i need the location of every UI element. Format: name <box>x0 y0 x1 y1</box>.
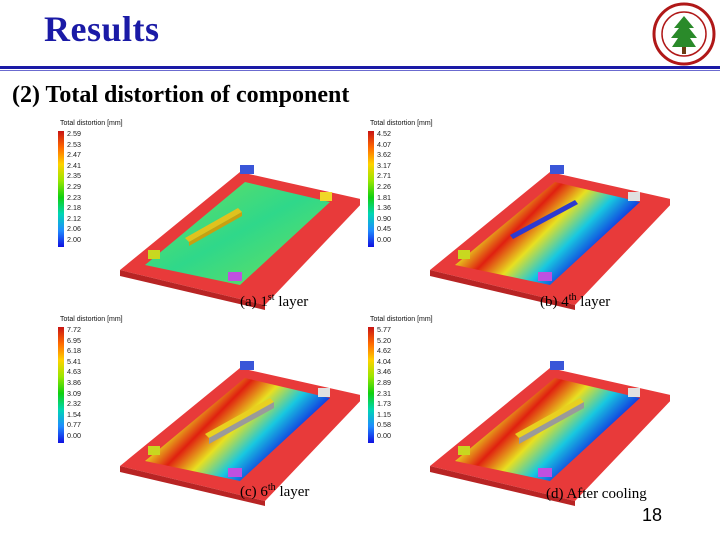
caption-text: (c) 6 <box>240 484 268 500</box>
legend-value: 5.20 <box>377 335 391 345</box>
color-legend: Total distortion [mm] 7.72 6.95 6.18 5.4… <box>56 316 136 446</box>
fem-plate-render-d <box>430 361 670 506</box>
legend-value: 4.07 <box>377 139 391 149</box>
legend-color-bar <box>58 131 64 247</box>
page-number: 18 <box>641 505 662 525</box>
legend-value: 2.00 <box>67 234 81 244</box>
legend-value: 2.47 <box>67 150 81 160</box>
legend-value: 2.32 <box>67 399 81 409</box>
legend-value: 2.89 <box>377 377 391 387</box>
legend-value: 2.53 <box>67 139 81 149</box>
legend-value: 1.15 <box>377 409 391 419</box>
legend-color-bar <box>368 131 374 247</box>
caption-superscript: th <box>568 292 577 303</box>
panel-caption: (b) 4th layer <box>540 292 610 311</box>
fem-plate-render-c <box>120 361 360 506</box>
legend-value: 2.29 <box>67 181 81 191</box>
legend-value: 0.00 <box>377 430 391 440</box>
legend-value: 0.00 <box>67 430 81 440</box>
title-divider <box>0 66 720 69</box>
caption-text: (d) After cooling <box>546 486 647 502</box>
legend-value: 1.54 <box>67 409 81 419</box>
legend-color-bar <box>368 327 374 443</box>
distortion-panel-a: Total distortion [mm] 2.59 2.53 2.47 2.4… <box>56 120 360 310</box>
caption-suffix: layer <box>274 294 309 310</box>
legend-title: Total distortion [mm] <box>60 316 123 323</box>
legend-value: 3.86 <box>67 377 81 387</box>
fem-plate-render-b <box>430 165 670 310</box>
caption-superscript: th <box>267 482 276 493</box>
distortion-panel-d: Total distortion [mm] 5.77 5.20 4.62 4.0… <box>366 316 670 506</box>
legend-value: 2.41 <box>67 160 81 170</box>
color-legend: Total distortion [mm] 5.77 5.20 4.62 4.0… <box>366 316 446 446</box>
legend-value: 1.81 <box>377 192 391 202</box>
legend-title: Total distortion [mm] <box>370 316 433 323</box>
caption-superscript: st <box>267 292 275 303</box>
legend-value: 4.62 <box>377 346 391 356</box>
legend-value: 2.06 <box>67 224 81 234</box>
caption-text: (b) 4 <box>540 294 569 310</box>
legend-value: 2.31 <box>377 388 391 398</box>
legend-value: 6.18 <box>67 346 81 356</box>
panel-caption: (d) After cooling <box>546 484 647 503</box>
legend-value: 4.04 <box>377 356 391 366</box>
legend-value: 2.59 <box>67 129 81 138</box>
legend-value: 3.17 <box>377 160 391 170</box>
legend-value: 3.46 <box>377 367 391 377</box>
caption-suffix: layer <box>576 294 611 310</box>
distortion-panel-c: Total distortion [mm] 7.72 6.95 6.18 5.4… <box>56 316 360 506</box>
legend-value: 0.90 <box>377 213 391 223</box>
color-legend: Total distortion [mm] 2.59 2.53 2.47 2.4… <box>56 120 136 250</box>
legend-value: 5.77 <box>377 325 391 334</box>
legend-value: 2.23 <box>67 192 81 202</box>
slide-title: Results <box>44 9 160 49</box>
legend-value: 2.35 <box>67 171 81 181</box>
legend-value: 4.63 <box>67 367 81 377</box>
legend-value: 2.71 <box>377 171 391 181</box>
section-subtitle: (2) Total distortion of component <box>12 82 350 108</box>
title-divider-thin <box>0 70 720 71</box>
panel-caption: (a) 1st layer <box>240 292 308 311</box>
legend-value: 1.36 <box>377 203 391 213</box>
legend-value: 0.58 <box>377 420 391 430</box>
legend-value: 6.95 <box>67 335 81 345</box>
legend-value: 7.72 <box>67 325 81 334</box>
university-seal-icon <box>652 2 716 66</box>
legend-value: 2.26 <box>377 181 391 191</box>
caption-suffix: layer <box>275 484 310 500</box>
legend-value: 3.09 <box>67 388 81 398</box>
legend-value: 1.73 <box>377 399 391 409</box>
panel-caption: (c) 6th layer <box>240 482 309 501</box>
distortion-panel-b: Total distortion [mm] 4.52 4.07 3.62 3.1… <box>366 120 670 310</box>
legend-value: 0.77 <box>67 420 81 430</box>
legend-title: Total distortion [mm] <box>60 120 123 127</box>
legend-value: 4.52 <box>377 129 391 138</box>
legend-title: Total distortion [mm] <box>370 120 433 127</box>
caption-text: (a) 1 <box>240 294 268 310</box>
fem-plate-render-a <box>120 165 360 310</box>
legend-value: 3.62 <box>377 150 391 160</box>
legend-value: 2.12 <box>67 213 81 223</box>
legend-value: 2.18 <box>67 203 81 213</box>
legend-value: 0.00 <box>377 234 391 244</box>
legend-value: 5.41 <box>67 356 81 366</box>
legend-color-bar <box>58 327 64 443</box>
color-legend: Total distortion [mm] 4.52 4.07 3.62 3.1… <box>366 120 446 250</box>
legend-value: 0.45 <box>377 224 391 234</box>
